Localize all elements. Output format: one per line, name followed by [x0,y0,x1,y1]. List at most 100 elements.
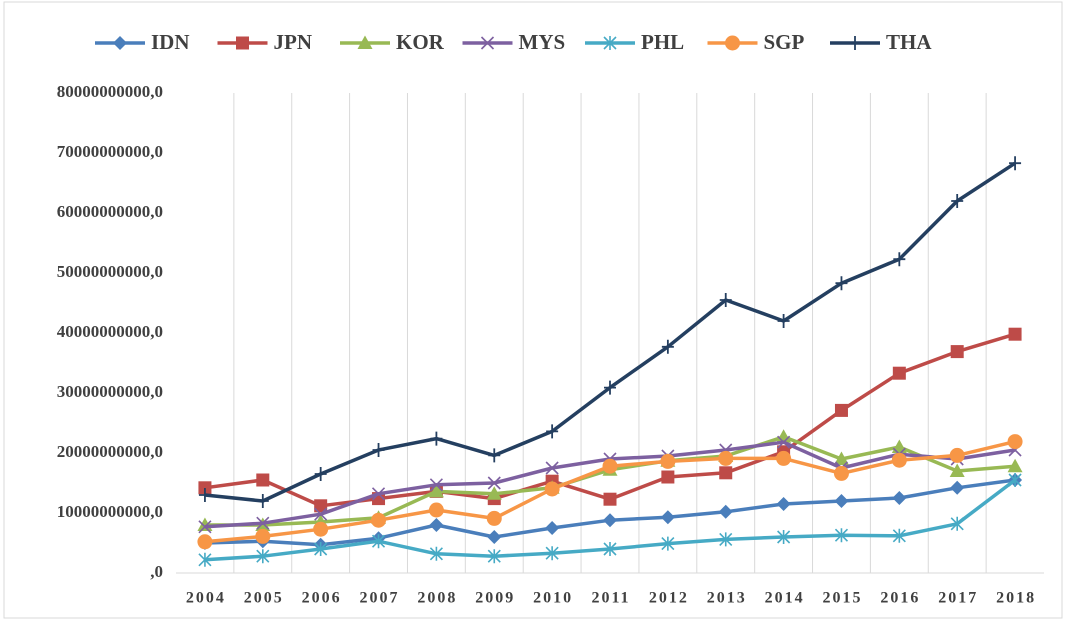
legend-marker [113,36,127,50]
marker [544,481,560,497]
x-tick-label: 2009 [475,590,515,607]
y-tick-label: 20000000000,0 [57,442,163,461]
legend-item: THA [830,30,932,54]
marker [892,366,906,380]
x-tick-label: 2007 [360,590,400,607]
marker [197,534,213,550]
marker [256,494,269,508]
marker [603,542,617,556]
marker [660,510,675,525]
x-tick-label: 2004 [186,590,226,607]
marker [313,521,329,537]
marker [660,453,676,469]
marker [1008,327,1022,341]
marker [603,492,617,506]
marker [198,488,211,502]
series [198,156,1022,508]
marker [429,478,443,492]
x-tick-label: 2018 [996,590,1036,607]
marker [892,528,906,543]
marker [198,552,212,567]
marker [833,465,849,481]
x-tick-label: 2015 [822,590,862,607]
marker [719,466,733,480]
legend-label: SGP [764,30,805,54]
marker [893,252,906,267]
marker [1009,156,1022,171]
y-tick-label: 60000000000,0 [57,202,163,221]
y-tick-label: 80000000000,0 [57,82,163,101]
marker [428,483,444,498]
x-tick-label: 2006 [302,590,342,607]
marker [1007,434,1023,450]
marker [834,494,849,508]
marker [776,497,791,511]
marker [255,528,271,544]
marker [718,504,733,519]
legend-item: JPN [217,30,313,54]
y-tick-label: 10000000000,0 [57,502,163,521]
marker [314,507,328,521]
marker [486,486,502,500]
legend-label: THA [886,30,932,54]
legend-label: KOR [396,30,445,54]
legend-label: PHL [641,30,684,54]
marker [719,293,732,307]
y-tick-label: 30000000000,0 [57,382,163,401]
marker [256,516,270,530]
marker [950,480,965,495]
marker [1008,473,1022,487]
marker [950,516,964,531]
legend-marker [480,36,495,50]
marker [372,443,385,457]
marker [314,467,327,481]
marker [256,473,270,487]
marker [487,549,501,564]
marker [835,276,848,291]
marker [777,530,791,544]
marker [545,461,559,475]
y-tick-label: 50000000000,0 [57,262,163,281]
marker [314,499,328,513]
marker [661,470,675,484]
marker [487,476,501,490]
marker [486,510,502,526]
marker [256,549,270,564]
x-tick-label: 2017 [938,590,978,607]
marker [545,546,559,561]
y-tick-label: 40000000000,0 [57,322,163,341]
marker [314,542,328,556]
marker [545,521,560,535]
chart-border [3,1,1063,619]
x-tick-label: 2008 [417,590,457,607]
marker [776,450,792,466]
marker [891,439,907,453]
legend-marker [725,35,740,51]
y-tick-label: 70000000000,0 [57,142,163,161]
marker [891,452,907,468]
marker [949,463,965,477]
marker [546,424,559,439]
marker [777,314,790,328]
marker [429,518,444,532]
legend-item: KOR [340,30,445,54]
marker [487,530,502,544]
marker [604,380,616,395]
x-tick-label: 2011 [591,590,630,607]
marker [833,451,849,465]
x-tick-label: 2016 [880,590,920,607]
marker [834,528,849,543]
marker [1007,458,1023,473]
marker [603,513,617,528]
marker [661,339,674,354]
x-tick-label: 2005 [244,590,284,607]
marker [950,345,964,359]
marker [430,431,443,446]
legend-item: MYS [462,30,566,54]
marker [949,447,965,463]
legend-label: JPN [274,30,313,54]
marker [488,448,501,463]
legend-label: MYS [519,30,566,54]
marker [834,403,848,417]
